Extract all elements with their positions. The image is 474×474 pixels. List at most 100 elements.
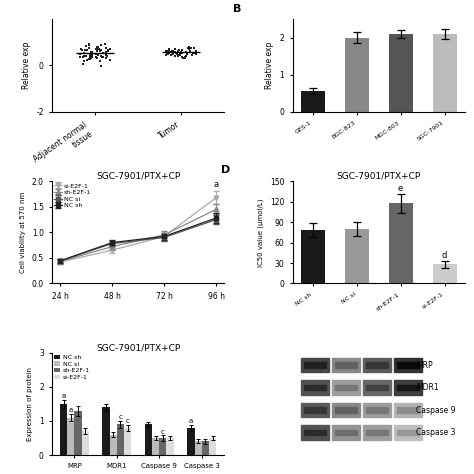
Point	[94, 43, 101, 50]
Point	[87, 48, 94, 56]
Point	[107, 56, 114, 64]
Bar	[335, 430, 357, 436]
Text: d: d	[442, 251, 447, 260]
Point	[192, 50, 200, 57]
Point	[83, 56, 91, 64]
Point	[164, 50, 172, 57]
Point	[81, 57, 88, 65]
Y-axis label: Relative exp: Relative exp	[22, 42, 31, 89]
Bar	[366, 430, 388, 436]
Point	[185, 46, 192, 53]
Title: SGC-7901/PTX+CP: SGC-7901/PTX+CP	[96, 172, 180, 181]
Text: a: a	[189, 419, 193, 424]
Y-axis label: Relative exp: Relative exp	[265, 42, 274, 89]
Point	[178, 50, 185, 57]
Bar	[159, 438, 166, 455]
Text: a: a	[62, 393, 66, 399]
Point	[192, 48, 200, 55]
Point	[169, 47, 177, 55]
Bar	[345, 229, 369, 283]
Point	[191, 49, 199, 56]
Point	[78, 46, 86, 54]
Point	[86, 54, 93, 61]
Point	[79, 54, 87, 61]
Point	[80, 49, 88, 56]
Bar	[166, 438, 173, 455]
Bar	[304, 362, 326, 368]
Point	[186, 45, 194, 52]
Point	[172, 46, 179, 53]
Bar	[332, 403, 360, 417]
Bar	[397, 407, 419, 413]
Point	[104, 47, 112, 55]
Text: c: c	[118, 414, 122, 420]
Point	[93, 47, 100, 55]
Point	[185, 44, 193, 51]
Point	[98, 46, 105, 54]
Point	[79, 60, 86, 68]
Point	[85, 55, 93, 63]
Point	[87, 51, 94, 58]
Bar	[109, 435, 117, 455]
Point	[165, 45, 173, 53]
Bar	[124, 428, 131, 455]
Point	[177, 48, 184, 56]
Bar	[335, 362, 357, 368]
Bar	[394, 358, 421, 372]
Point	[88, 48, 95, 56]
Point	[171, 48, 179, 56]
Point	[163, 48, 171, 55]
Point	[186, 47, 194, 55]
Bar	[304, 385, 326, 391]
Y-axis label: Expression of protein: Expression of protein	[27, 367, 33, 441]
Point	[172, 52, 179, 60]
Bar	[194, 441, 202, 455]
Point	[102, 49, 110, 56]
Bar	[389, 203, 413, 283]
Point	[88, 53, 96, 60]
Point	[182, 48, 190, 56]
Point	[88, 50, 95, 58]
Text: c: c	[126, 419, 129, 424]
Point	[192, 48, 200, 55]
Bar	[397, 430, 419, 436]
Point	[165, 50, 173, 57]
Y-axis label: Cell viability at 570 nm: Cell viability at 570 nm	[20, 191, 26, 273]
Point	[174, 47, 182, 55]
Point	[179, 46, 186, 54]
Point	[93, 46, 100, 54]
Point	[97, 62, 105, 69]
Point	[177, 50, 184, 58]
Text: e: e	[398, 184, 403, 193]
Point	[175, 46, 182, 54]
Bar	[363, 403, 391, 417]
Point	[176, 49, 183, 57]
Point	[76, 53, 84, 60]
Point	[177, 48, 185, 56]
Point	[174, 47, 182, 55]
Bar	[60, 404, 67, 455]
Bar	[335, 385, 357, 391]
Point	[88, 53, 96, 61]
Point	[81, 46, 89, 54]
Bar	[345, 37, 369, 112]
Point	[87, 54, 94, 62]
Bar	[82, 431, 89, 455]
Bar	[74, 411, 82, 455]
Bar	[301, 358, 329, 372]
Point	[86, 41, 93, 48]
Point	[76, 50, 83, 57]
Point	[81, 53, 88, 60]
Point	[102, 55, 109, 62]
Point	[174, 52, 182, 59]
Point	[100, 54, 107, 61]
Point	[86, 55, 94, 63]
Text: Caspase 3: Caspase 3	[416, 428, 456, 437]
Point	[83, 46, 91, 54]
Point	[175, 51, 183, 59]
Point	[165, 47, 173, 55]
Bar	[397, 362, 419, 368]
Point	[104, 46, 111, 54]
Bar	[366, 385, 388, 391]
Point	[181, 54, 189, 62]
